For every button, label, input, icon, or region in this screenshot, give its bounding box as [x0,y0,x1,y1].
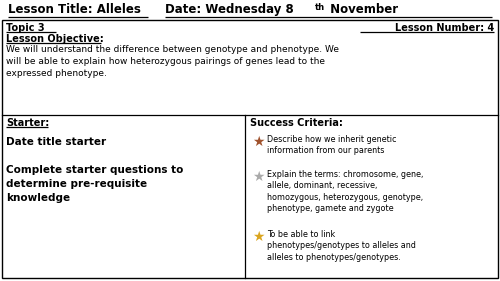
Text: Complete starter questions to
determine pre-requisite
knowledge: Complete starter questions to determine … [6,165,184,203]
Text: Lesson Title: Alleles: Lesson Title: Alleles [8,3,141,16]
Text: To be able to link
phenotypes/genotypes to alleles and
alleles to phenotypes/gen: To be able to link phenotypes/genotypes … [267,230,416,262]
Text: Lesson Objective:: Lesson Objective: [6,34,104,44]
Text: Explain the terms: chromosome, gene,
allele, dominant, recessive,
homozygous, he: Explain the terms: chromosome, gene, all… [267,170,424,213]
Text: ★: ★ [252,230,264,244]
Text: ★: ★ [252,170,264,184]
Text: ★: ★ [252,135,264,149]
Text: Success Criteria:: Success Criteria: [250,118,343,128]
Text: Date: Wednesday 8: Date: Wednesday 8 [165,3,294,16]
Text: Topic 3: Topic 3 [6,23,44,33]
Text: November: November [326,3,398,16]
Text: Lesson Number: 4: Lesson Number: 4 [395,23,494,33]
Text: Describe how we inherit genetic
information from our parents: Describe how we inherit genetic informat… [267,135,396,155]
Text: Date title starter: Date title starter [6,137,106,147]
Text: We will understand the difference between genotype and phenotype. We
will be abl: We will understand the difference betwee… [6,45,339,78]
Text: th: th [315,3,325,12]
Text: Starter:: Starter: [6,118,49,128]
